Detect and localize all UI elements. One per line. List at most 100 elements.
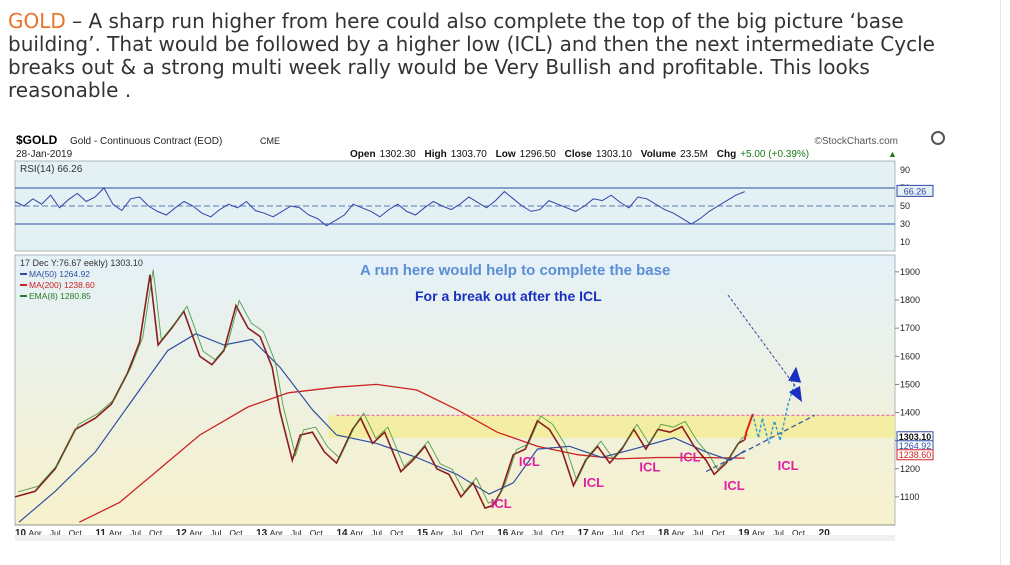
page-divider [1000, 0, 1001, 565]
price-tick-label: 1800 [900, 295, 920, 305]
x-tick-label: Oct [712, 528, 726, 538]
price-tick-label: 1100 [900, 492, 919, 502]
ohlc-readout: Open 1302.30 High 1303.70 Low 1296.50 Close… [350, 149, 809, 160]
icl-label: ICL [519, 454, 540, 469]
stock-chart: $GOLD Gold - Continuous Contract (EOD) C… [10, 130, 945, 545]
x-tick-label: Jul [693, 528, 704, 538]
price-tag: 1238.60 [899, 450, 932, 460]
chart-exchange: CME [260, 136, 280, 146]
low-label: Low [496, 149, 516, 160]
legend-weekly: 17 Dec Y:76.67 eekly) 1303.10 [20, 258, 143, 268]
price-panel [14, 254, 896, 526]
x-tick-label: 17 [578, 528, 590, 539]
volume-label: Volume [641, 149, 677, 160]
price-tag: 1264.92 [899, 441, 932, 451]
chart-svg: $GOLD Gold - Continuous Contract (EOD) C… [10, 130, 945, 545]
x-tick-label: Oct [390, 528, 404, 538]
x-tick-label: Apr [350, 528, 363, 538]
resistance-zone [328, 415, 895, 438]
x-tick-label: Apr [430, 528, 443, 538]
low-value: 1296.50 [520, 149, 557, 160]
legend-item: MA(50) 1264.92 [29, 269, 90, 279]
x-tick-label: Oct [631, 528, 645, 538]
price-tick-label: 1500 [900, 379, 920, 389]
x-tick-label: Jul [371, 528, 382, 538]
icl-label: ICL [583, 475, 604, 490]
x-tick-label: Jul [210, 528, 221, 538]
x-tick-label: Jul [612, 528, 623, 538]
close-value: 1303.10 [596, 149, 633, 160]
x-tick-label: Oct [229, 528, 243, 538]
x-tick-label: 12 [176, 528, 188, 539]
chart-instrument-name: Gold - Continuous Contract (EOD) [70, 136, 222, 147]
legend-item: EMA(8) 1280.85 [29, 291, 91, 301]
chg-label: Chg [717, 149, 736, 160]
headline-ticker: GOLD [8, 9, 66, 33]
price-tick-label: 1700 [900, 323, 920, 333]
icl-label: ICL [778, 458, 799, 473]
volume-value: 23.5M [680, 149, 708, 160]
rsi-tick-label: 90 [900, 165, 910, 175]
x-tick-label: Apr [591, 528, 604, 538]
chart-date: 28-Jan-2019 [16, 149, 73, 160]
annotation-arrowhead [789, 386, 802, 402]
open-label: Open [350, 149, 376, 160]
price-overlay-line [18, 269, 749, 504]
x-tick-label: Oct [792, 528, 806, 538]
x-tick-label: Jul [452, 528, 463, 538]
rsi-tick-label: 50 [900, 201, 910, 211]
rsi-line [14, 187, 745, 227]
chart-symbol: $GOLD [16, 133, 58, 147]
projection-arrowhead [788, 366, 802, 383]
rsi-tick-label: 10 [900, 237, 910, 247]
x-tick-label: Apr [28, 528, 41, 538]
projection-line [752, 378, 797, 444]
price-tag-box [896, 449, 934, 461]
x-tick-label: Jul [532, 528, 543, 538]
x-tick-label: 11 [95, 528, 106, 539]
x-tick-label: Apr [752, 528, 765, 538]
open-value: 1302.30 [380, 149, 417, 160]
x-tick-label: Apr [189, 528, 202, 538]
close-label: Close [565, 149, 593, 160]
headline: GOLD – A sharp run higher from here coul… [8, 10, 968, 102]
volume-strip [15, 535, 895, 541]
rsi-value-tag: 66.26 [904, 186, 927, 196]
x-tick-label: 19 [738, 528, 750, 539]
annotation-breakout: For a break out after the ICL [415, 288, 602, 304]
x-tick-label: 16 [497, 528, 509, 539]
ma50-line [18, 333, 746, 523]
magnifier-icon[interactable] [931, 131, 945, 145]
price-tick-label: 1600 [900, 351, 920, 361]
high-value: 1303.70 [451, 149, 488, 160]
x-tick-label: Oct [551, 528, 565, 538]
x-tick-label: 15 [417, 528, 429, 539]
x-tick-label: Oct [149, 528, 163, 538]
x-tick-label: 14 [336, 528, 348, 539]
legend-item: MA(200) 1238.60 [29, 280, 95, 290]
price-tick-label: 1900 [900, 267, 920, 277]
uptrend-line [705, 414, 815, 473]
run-higher-line [743, 413, 754, 441]
rsi-value-tag-box [896, 184, 934, 197]
x-tick-label: Jul [130, 528, 141, 538]
x-tick-label: 20 [819, 528, 831, 539]
chg-value: +5.00 (+0.39%) [740, 149, 809, 160]
icl-label: ICL [724, 478, 745, 493]
icl-label: ICL [680, 450, 701, 465]
x-tick-label: Jul [291, 528, 302, 538]
x-tick-label: Apr [511, 528, 524, 538]
rsi-label: RSI(14) 66.26 [20, 164, 83, 175]
price-line [14, 274, 746, 510]
x-tick-label: Jul [50, 528, 61, 538]
x-tick-label: 10 [15, 528, 27, 539]
annotation-run-base: A run here would help to complete the ba… [360, 262, 670, 279]
x-tick-label: Jul [773, 528, 784, 538]
x-tick-label: Apr [671, 528, 684, 538]
price-tick-label: 1200 [900, 464, 920, 474]
icl-label: ICL [491, 496, 512, 511]
x-tick-label: 18 [658, 528, 670, 539]
x-tick-label: Oct [470, 528, 484, 538]
price-tag: 1303.10 [899, 432, 932, 442]
x-tick-label: Oct [69, 528, 83, 538]
